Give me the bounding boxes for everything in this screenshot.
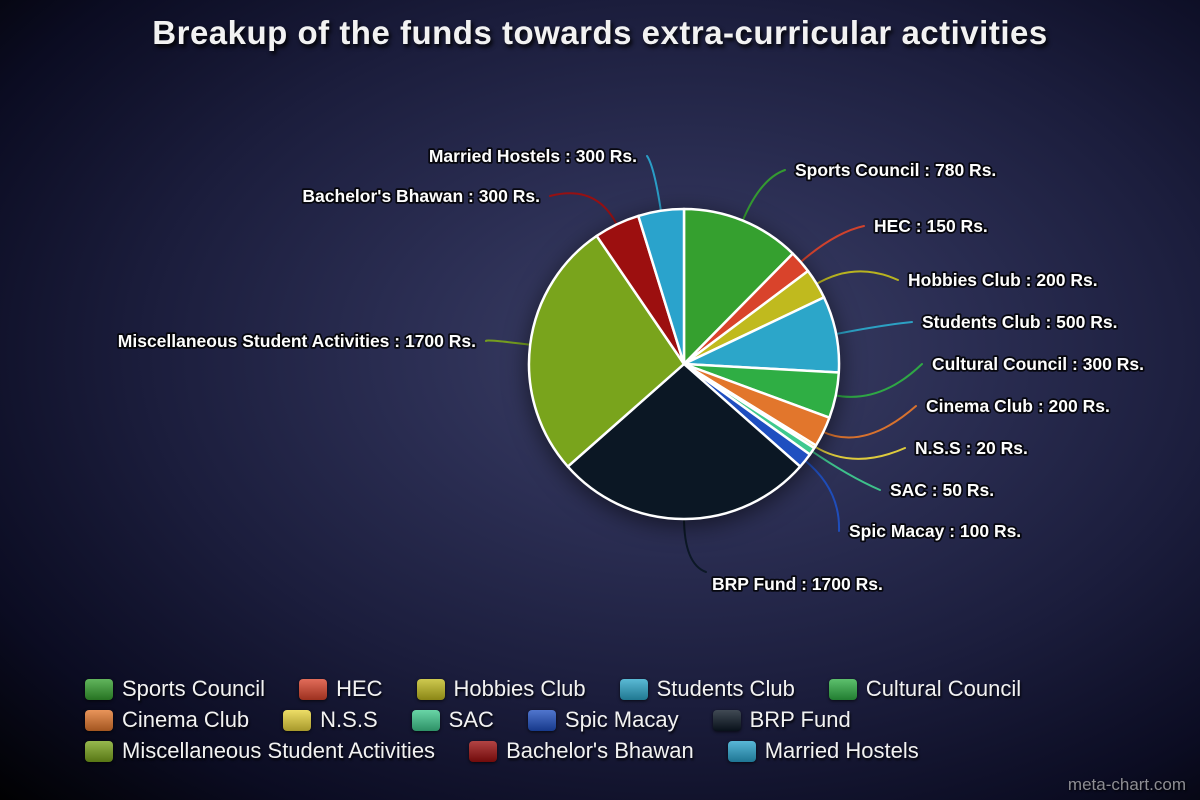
- legend-swatch: [411, 709, 440, 731]
- legend-label: BRP Fund: [749, 707, 851, 732]
- legend-row: Sports Council HEC Hobbies Club Students Cl…: [85, 676, 1165, 702]
- legend-swatch: [469, 740, 498, 762]
- legend-item-brp-fund: BRP Fund: [712, 707, 851, 733]
- legend-label: Married Hostels: [764, 738, 919, 763]
- legend-item-cinema-club: Cinema Club: [85, 707, 249, 733]
- legend-item-students-club: Students Club: [619, 676, 795, 702]
- slice-labels: Sports Council : 780 Rs. HEC : 150 Rs. Hob…: [116, 144, 1146, 596]
- legend-label: Cultural Council: [865, 676, 1022, 701]
- leader-line-students-club: [833, 321, 913, 336]
- leader-line-married-hostels: [646, 155, 663, 214]
- slice-label-n-s-s: N.S.S : 20 Rs.: [915, 438, 1028, 458]
- leader-line-hec: [798, 225, 865, 265]
- slice-label-hobbies-club: Hobbies Club : 200 Rs.: [908, 270, 1098, 290]
- legend-label: Students Club: [656, 676, 795, 701]
- slice-label-students-club: Students Club : 500 Rs.: [922, 312, 1117, 332]
- legend-swatch: [527, 709, 556, 731]
- legend-row: Miscellaneous Student Activities Bachelor…: [85, 738, 1165, 764]
- legend-swatch: [85, 678, 113, 700]
- pie-slice-married-hostels: [637, 207, 686, 366]
- legend-row: Cinema Club N.S.S SAC Spic Macay BRP Fund: [85, 707, 1165, 733]
- legend-label: Hobbies Club: [453, 676, 586, 701]
- legend-swatch: [85, 740, 113, 762]
- legend-label: Miscellaneous Student Activities: [122, 738, 436, 763]
- pie-slice-miscellaneous-student-activities: [527, 234, 686, 468]
- legend: Sports Council HEC Hobbies Club Students Cl…: [85, 676, 1165, 764]
- slice-label-sac: SAC : 50 Rs.: [890, 480, 994, 500]
- leader-line-miscellaneous-student-activities: [484, 339, 534, 346]
- legend-swatch: [283, 709, 312, 731]
- legend-item-sports-council: Sports Council: [85, 676, 265, 702]
- slice-label-cultural-council: Cultural Council : 300 Rs.: [932, 354, 1144, 374]
- pie-slice-brp-fund: [566, 362, 802, 521]
- legend-label: HEC: [336, 676, 383, 701]
- legend-item-hobbies-club: Hobbies Club: [416, 676, 586, 702]
- legend-label: Bachelor's Bhawan: [506, 738, 694, 763]
- chart-title: Breakup of the funds towards extra-curri…: [152, 14, 1048, 51]
- pie-slice-sports-council: [682, 207, 795, 366]
- slice-label-cinema-club: Cinema Club : 200 Rs.: [926, 396, 1110, 416]
- leader-line-spic-macay: [802, 458, 841, 532]
- slice-label-brp-fund: BRP Fund : 1700 Rs.: [712, 574, 883, 594]
- legend-item-n-s-s: N.S.S: [283, 707, 378, 733]
- legend-item-miscellaneous-student-activities: Miscellaneous Student Activities: [85, 738, 435, 764]
- legend-swatch: [619, 678, 648, 700]
- legend-item-bachelor-s-bhawan: Bachelor's Bhawan: [469, 738, 694, 764]
- legend-item-sac: SAC: [411, 707, 494, 733]
- legend-item-spic-macay: Spic Macay: [527, 707, 679, 733]
- slice-label-miscellaneous-student-activities: Miscellaneous Student Activities : 1700 …: [118, 331, 476, 351]
- legend-swatch: [416, 678, 445, 700]
- leader-line-hobbies-club: [813, 270, 899, 286]
- legend-label: SAC: [448, 707, 494, 732]
- leader-line-sac: [809, 449, 881, 491]
- legend-item-married-hostels: Married Hostels: [727, 738, 919, 764]
- slice-label-married-hostels: Married Hostels : 300 Rs.: [429, 146, 637, 166]
- legend-swatch: [85, 709, 113, 731]
- legend-swatch: [727, 740, 756, 762]
- legend-swatch: [299, 678, 328, 700]
- leader-line-cinema-club: [820, 405, 917, 439]
- slice-label-hec: HEC : 150 Rs.: [874, 216, 988, 236]
- legend-label: Sports Council: [122, 676, 266, 701]
- leader-line-brp-fund: [683, 516, 707, 573]
- leader-lines: [484, 155, 923, 573]
- slice-label-sports-council: Sports Council : 780 Rs.: [795, 160, 996, 180]
- pie-slices: [527, 207, 841, 521]
- slice-label-spic-macay: Spic Macay : 100 Rs.: [849, 521, 1021, 541]
- legend-label: Cinema Club: [122, 707, 250, 732]
- leader-line-n-s-s: [812, 444, 906, 460]
- legend-label: N.S.S: [320, 707, 378, 732]
- legend-label: Spic Macay: [564, 707, 679, 732]
- legend-item-hec: HEC: [299, 676, 383, 702]
- leader-line-bachelor-s-bhawan: [549, 192, 619, 228]
- leader-line-cultural-council: [832, 363, 923, 398]
- leader-line-sports-council: [741, 169, 786, 224]
- legend-swatch: [828, 678, 857, 700]
- watermark: meta-chart.com: [1067, 775, 1186, 794]
- slice-label-bachelor-s-bhawan: Bachelor's Bhawan : 300 Rs.: [302, 186, 540, 206]
- legend-swatch: [712, 709, 741, 731]
- legend-item-cultural-council: Cultural Council: [828, 676, 1022, 702]
